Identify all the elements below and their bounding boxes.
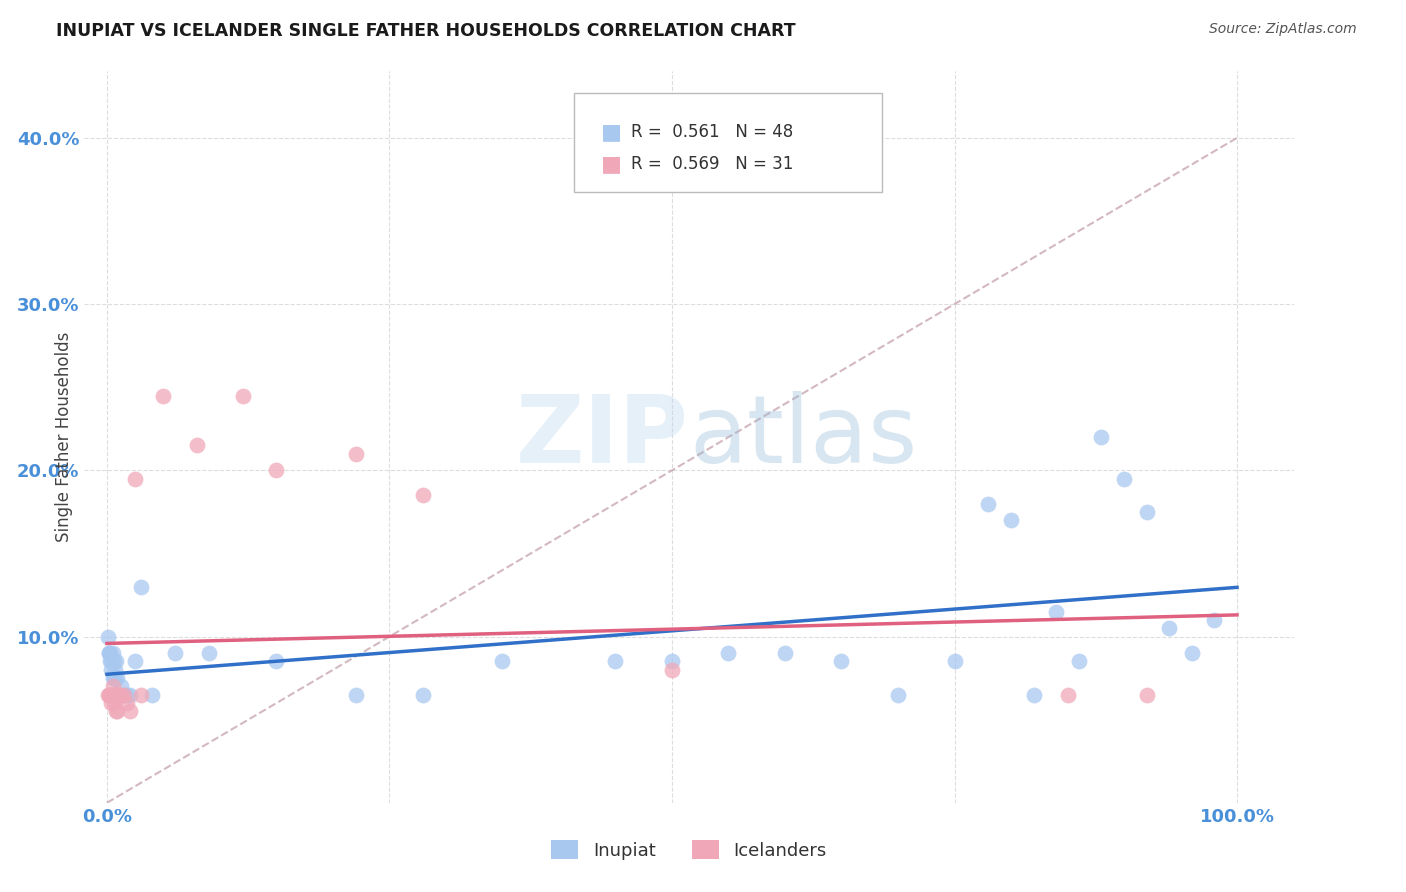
Point — [103, 655, 125, 669]
Point — [118, 705, 141, 719]
Point — [105, 705, 128, 719]
Point — [717, 646, 740, 660]
Point — [98, 646, 121, 660]
Point — [101, 646, 124, 660]
Point — [266, 463, 288, 477]
Point — [98, 688, 121, 702]
Point — [100, 696, 122, 710]
Point — [107, 688, 129, 702]
Point — [101, 671, 124, 685]
Point — [141, 688, 163, 702]
Point — [103, 696, 125, 710]
Point — [1056, 688, 1078, 702]
Point — [197, 646, 219, 660]
Point — [163, 646, 186, 660]
Legend: Inupiat, Icelanders: Inupiat, Icelanders — [551, 840, 827, 860]
Point — [1112, 472, 1135, 486]
Point — [129, 688, 152, 702]
Point — [97, 688, 120, 702]
Point — [1067, 655, 1090, 669]
Point — [110, 688, 132, 702]
Point — [152, 388, 174, 402]
Text: R =  0.569   N = 31: R = 0.569 N = 31 — [631, 155, 793, 173]
Point — [98, 646, 121, 660]
Point — [101, 680, 124, 694]
Point — [112, 688, 135, 702]
Point — [1045, 605, 1067, 619]
Point — [100, 688, 122, 702]
Point — [1090, 430, 1112, 444]
Point — [98, 688, 121, 702]
Point — [232, 388, 254, 402]
Point — [491, 655, 513, 669]
Point — [1136, 688, 1159, 702]
Point — [98, 646, 121, 660]
Text: ■: ■ — [600, 154, 621, 174]
Point — [105, 688, 128, 702]
Point — [105, 671, 128, 685]
Point — [117, 696, 139, 710]
Point — [1000, 513, 1022, 527]
Point — [773, 646, 796, 660]
Point — [105, 688, 128, 702]
Point — [100, 663, 122, 677]
Point — [100, 655, 122, 669]
Point — [105, 705, 128, 719]
Point — [1022, 688, 1045, 702]
Point — [98, 655, 121, 669]
Point — [117, 688, 139, 702]
Point — [1204, 613, 1226, 627]
Point — [977, 497, 1000, 511]
Point — [97, 630, 120, 644]
Text: R =  0.561   N = 48: R = 0.561 N = 48 — [631, 123, 793, 141]
FancyBboxPatch shape — [574, 94, 883, 192]
Point — [412, 488, 434, 502]
Point — [103, 688, 125, 702]
Point — [1159, 621, 1181, 635]
Point — [124, 472, 146, 486]
Point — [344, 447, 367, 461]
Point — [124, 655, 146, 669]
Point — [1181, 646, 1204, 660]
Text: Source: ZipAtlas.com: Source: ZipAtlas.com — [1209, 22, 1357, 37]
Text: ZIP: ZIP — [516, 391, 689, 483]
Text: INUPIAT VS ICELANDER SINGLE FATHER HOUSEHOLDS CORRELATION CHART: INUPIAT VS ICELANDER SINGLE FATHER HOUSE… — [56, 22, 796, 40]
Point — [118, 688, 141, 702]
Point — [266, 655, 288, 669]
Point — [1136, 505, 1159, 519]
Point — [98, 688, 121, 702]
Point — [107, 688, 129, 702]
Point — [112, 688, 135, 702]
Point — [110, 680, 132, 694]
Point — [101, 688, 124, 702]
Point — [105, 655, 128, 669]
Point — [661, 655, 683, 669]
Point — [344, 688, 367, 702]
Text: atlas: atlas — [689, 391, 917, 483]
Y-axis label: Single Father Households: Single Father Households — [55, 332, 73, 542]
Point — [129, 580, 152, 594]
Point — [104, 663, 127, 677]
Point — [605, 655, 627, 669]
Text: ■: ■ — [600, 122, 621, 142]
Point — [107, 688, 129, 702]
Point — [104, 688, 127, 702]
Point — [831, 655, 853, 669]
Point — [887, 688, 910, 702]
Point — [661, 663, 683, 677]
Point — [103, 671, 125, 685]
Point — [412, 688, 434, 702]
Point — [186, 438, 208, 452]
Point — [943, 655, 966, 669]
Point — [104, 671, 127, 685]
